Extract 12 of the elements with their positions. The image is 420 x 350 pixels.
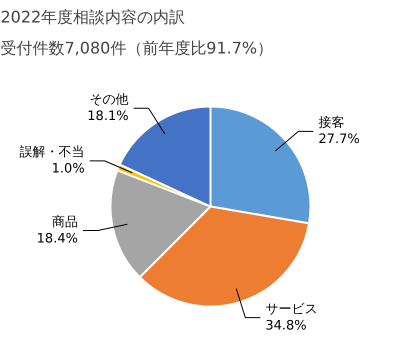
chart-title: 2022年度相談内容の内訳 bbox=[0, 8, 186, 26]
data-label: 18.4% bbox=[36, 231, 78, 246]
slice-label: サービス bbox=[265, 302, 318, 317]
chart-subtitle: 受付件数7,080件（前年度比91.7%） bbox=[0, 38, 274, 58]
data-label: 34.8% bbox=[265, 318, 307, 334]
data-label: 1.0% bbox=[52, 162, 85, 177]
slice-label: 接客 bbox=[318, 114, 344, 131]
data-label: 18.1% bbox=[87, 108, 129, 124]
slice-label: 誤解・不当 bbox=[20, 145, 85, 160]
data-label: 27.7% bbox=[318, 132, 360, 148]
slice-label: 商品 bbox=[52, 214, 78, 230]
slice-label: その他 bbox=[90, 92, 129, 108]
